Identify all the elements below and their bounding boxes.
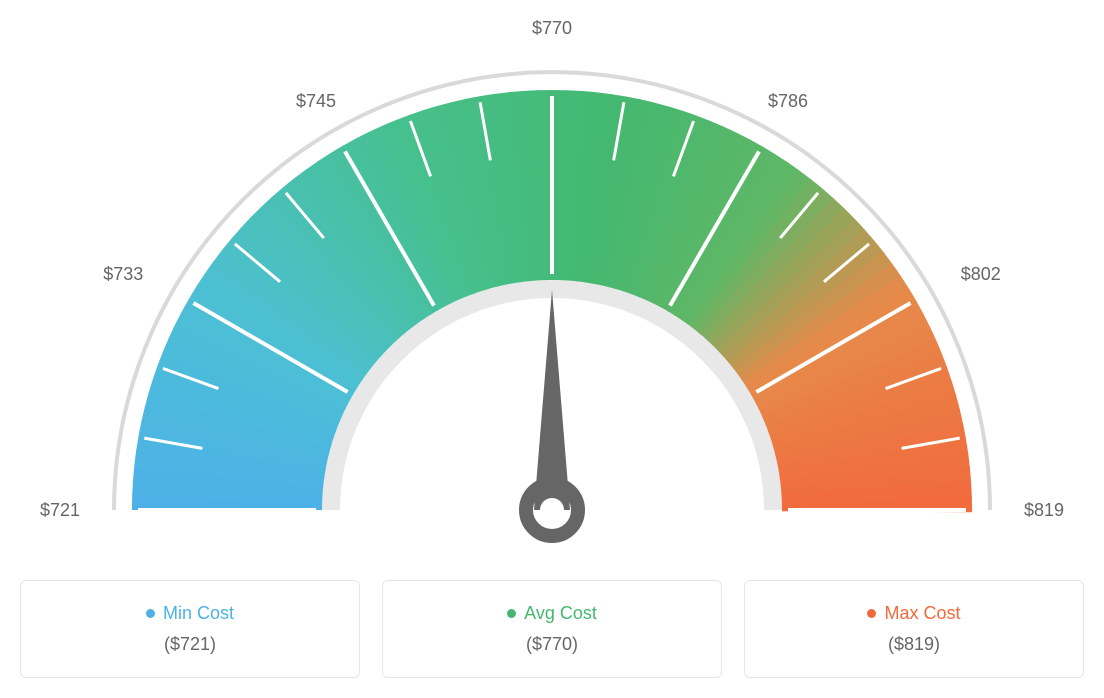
svg-text:$802: $802 bbox=[961, 264, 1001, 284]
legend-card-avg: Avg Cost ($770) bbox=[382, 580, 722, 678]
cost-gauge-widget: $721 $733 $745 $770 $786 $802 $819 Min Cost ($… bbox=[20, 20, 1084, 678]
legend-row: Min Cost ($721) Avg Cost ($770) Max Cost… bbox=[20, 580, 1084, 678]
legend-label-max: Max Cost bbox=[867, 603, 960, 624]
gauge-chart: $721 $733 $745 $770 $786 $802 $819 bbox=[20, 20, 1084, 550]
legend-label-avg: Avg Cost bbox=[507, 603, 597, 624]
svg-text:$733: $733 bbox=[103, 264, 143, 284]
svg-text:$786: $786 bbox=[768, 91, 808, 111]
legend-value-min: ($721) bbox=[31, 634, 349, 655]
legend-value-avg: ($770) bbox=[393, 634, 711, 655]
legend-card-max: Max Cost ($819) bbox=[744, 580, 1084, 678]
svg-text:$819: $819 bbox=[1024, 500, 1064, 520]
svg-text:$721: $721 bbox=[40, 500, 80, 520]
svg-text:$745: $745 bbox=[296, 91, 336, 111]
legend-value-max: ($819) bbox=[755, 634, 1073, 655]
legend-card-min: Min Cost ($721) bbox=[20, 580, 360, 678]
legend-label-min: Min Cost bbox=[146, 603, 234, 624]
svg-text:$770: $770 bbox=[532, 20, 572, 38]
